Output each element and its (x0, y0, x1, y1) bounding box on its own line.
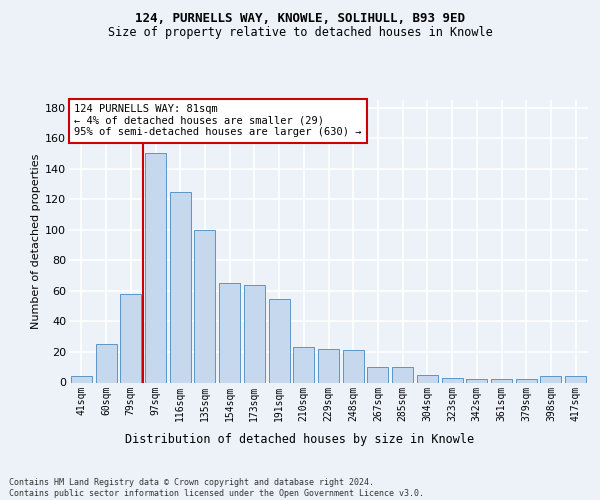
Bar (466, 380, 487, 382)
Bar (95, 344, 116, 383)
Bar (367, 367, 388, 382)
Bar (170, 192, 191, 382)
Bar (417, 375, 438, 382)
Bar (318, 349, 339, 382)
Bar (392, 367, 413, 382)
Bar (71, 376, 92, 382)
Bar (491, 380, 512, 382)
Bar (219, 283, 240, 382)
Bar (120, 294, 141, 382)
Bar (343, 350, 364, 382)
Bar (244, 285, 265, 382)
Bar (565, 376, 586, 382)
Y-axis label: Number of detached properties: Number of detached properties (31, 154, 41, 329)
Text: 124, PURNELLS WAY, KNOWLE, SOLIHULL, B93 9ED: 124, PURNELLS WAY, KNOWLE, SOLIHULL, B93… (135, 12, 465, 26)
Bar (516, 380, 537, 382)
Bar (269, 298, 290, 382)
Text: Distribution of detached houses by size in Knowle: Distribution of detached houses by size … (125, 432, 475, 446)
Bar (194, 230, 215, 382)
Bar (541, 376, 562, 382)
Bar (145, 154, 166, 382)
Text: 124 PURNELLS WAY: 81sqm
← 4% of detached houses are smaller (29)
95% of semi-det: 124 PURNELLS WAY: 81sqm ← 4% of detached… (74, 104, 362, 138)
Bar (293, 348, 314, 382)
Text: Contains HM Land Registry data © Crown copyright and database right 2024.
Contai: Contains HM Land Registry data © Crown c… (9, 478, 424, 498)
Bar (442, 378, 463, 382)
Text: Size of property relative to detached houses in Knowle: Size of property relative to detached ho… (107, 26, 493, 39)
